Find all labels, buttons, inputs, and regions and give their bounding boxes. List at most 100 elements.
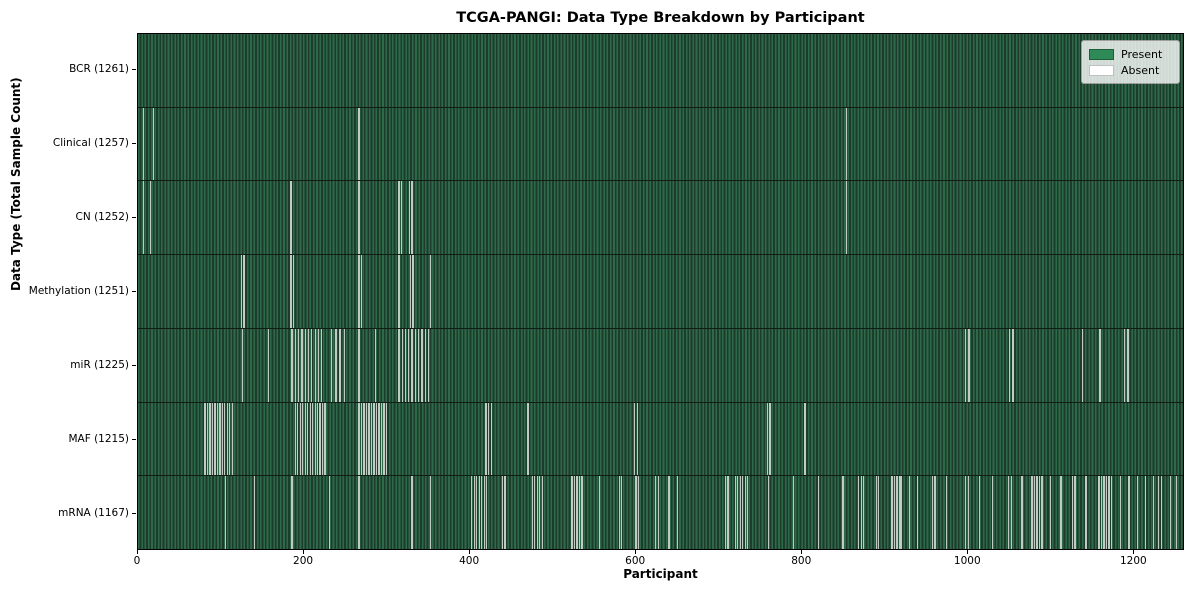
absent-mark: [400, 181, 402, 255]
absent-mark: [321, 328, 323, 402]
absent-mark: [231, 402, 233, 476]
absent-mark: [863, 476, 865, 550]
absent-mark: [1153, 476, 1155, 550]
absent-mark: [1031, 476, 1033, 550]
absent-mark: [219, 402, 221, 476]
legend-label: Present: [1121, 47, 1163, 61]
absent-mark: [1038, 476, 1041, 550]
absent-mark: [1036, 476, 1038, 550]
absent-mark: [209, 402, 211, 476]
absent-mark: [845, 181, 847, 255]
legend: Present Absent: [1081, 40, 1180, 84]
absent-mark: [571, 476, 573, 550]
y-tick-label-mrna: mRNA (1167): [58, 506, 129, 519]
absent-mark: [411, 328, 413, 402]
absent-mark: [1108, 476, 1110, 550]
absent-mark: [358, 328, 360, 402]
absent-mark: [319, 402, 321, 476]
absent-mark: [321, 402, 324, 476]
absent-mark: [1175, 476, 1177, 550]
absent-mark: [967, 476, 969, 550]
absent-mark: [531, 476, 533, 550]
absent-mark: [317, 402, 319, 476]
absent-mark: [424, 328, 427, 402]
absent-mark: [370, 402, 373, 476]
heatmap-row-cn: [138, 181, 1183, 256]
absent-mark: [1160, 476, 1162, 550]
absent-mark: [1099, 328, 1101, 402]
absent-mark: [655, 476, 657, 550]
absent-mark: [792, 476, 794, 550]
absent-mark: [747, 476, 749, 550]
absent-mark: [1124, 328, 1126, 402]
absent-mark: [398, 328, 400, 402]
absent-mark: [845, 107, 847, 181]
absent-mark: [1100, 476, 1103, 550]
absent-mark: [226, 402, 228, 476]
absent-mark: [487, 402, 489, 476]
absent-mark: [858, 476, 860, 550]
absent-mark: [311, 328, 313, 402]
absent-mark: [744, 476, 746, 550]
absent-mark: [214, 402, 216, 476]
absent-mark: [339, 328, 341, 402]
absent-mark: [221, 402, 223, 476]
absent-mark: [893, 476, 896, 550]
absent-mark: [304, 328, 306, 402]
absent-mark: [578, 476, 581, 550]
absent-mark: [373, 402, 375, 476]
absent-mark: [363, 402, 365, 476]
absent-mark: [875, 476, 877, 550]
absent-mark: [365, 402, 368, 476]
absent-mark: [1081, 328, 1084, 402]
absent-mark: [473, 476, 475, 550]
x-tick-label-400: 400: [459, 555, 480, 567]
legend-swatch-absent: [1089, 64, 1114, 76]
legend-label: Absent: [1121, 63, 1160, 77]
absent-mark: [290, 255, 292, 328]
absent-mark: [297, 402, 299, 476]
absent-mark: [739, 476, 741, 550]
absent-mark: [309, 402, 311, 476]
absent-mark: [891, 476, 893, 550]
absent-mark: [307, 328, 310, 402]
absent-mark: [527, 402, 529, 476]
absent-mark: [401, 328, 403, 402]
absent-mark: [142, 181, 145, 255]
absent-mark: [1120, 476, 1122, 550]
absent-mark: [916, 476, 919, 550]
absent-mark: [314, 402, 316, 476]
y-tick-label-clinical: Clinical (1257): [52, 137, 129, 150]
absent-mark: [240, 255, 243, 328]
absent-mark: [314, 328, 316, 402]
y-tick-mark: [132, 69, 136, 71]
absent-mark: [1136, 476, 1138, 550]
heatmap-row-maf: [138, 402, 1183, 477]
x-axis-label: Participant: [623, 567, 698, 581]
absent-mark: [931, 476, 934, 550]
absent-mark: [501, 476, 504, 550]
absent-mark: [536, 476, 538, 550]
absent-mark: [471, 476, 473, 550]
absent-mark: [304, 402, 306, 476]
absent-mark: [676, 476, 678, 550]
absent-mark: [737, 476, 739, 550]
absent-mark: [541, 476, 543, 550]
absent-mark: [635, 476, 637, 550]
y-tick-label-bcr: BCR (1261): [69, 63, 129, 76]
absent-mark: [299, 402, 301, 476]
x-tick-mark: [469, 550, 471, 554]
absent-mark: [224, 402, 226, 476]
absent-mark: [360, 255, 363, 328]
absent-mark: [1085, 476, 1087, 550]
absent-mark: [1071, 476, 1074, 550]
absent-mark: [292, 255, 295, 328]
absent-mark: [1169, 476, 1172, 550]
plot-area: [137, 33, 1184, 550]
x-tick-label-200: 200: [293, 555, 314, 567]
absent-mark: [1127, 328, 1129, 402]
absent-mark: [243, 255, 245, 328]
absent-mark: [767, 476, 770, 550]
x-tick-mark: [967, 550, 969, 554]
